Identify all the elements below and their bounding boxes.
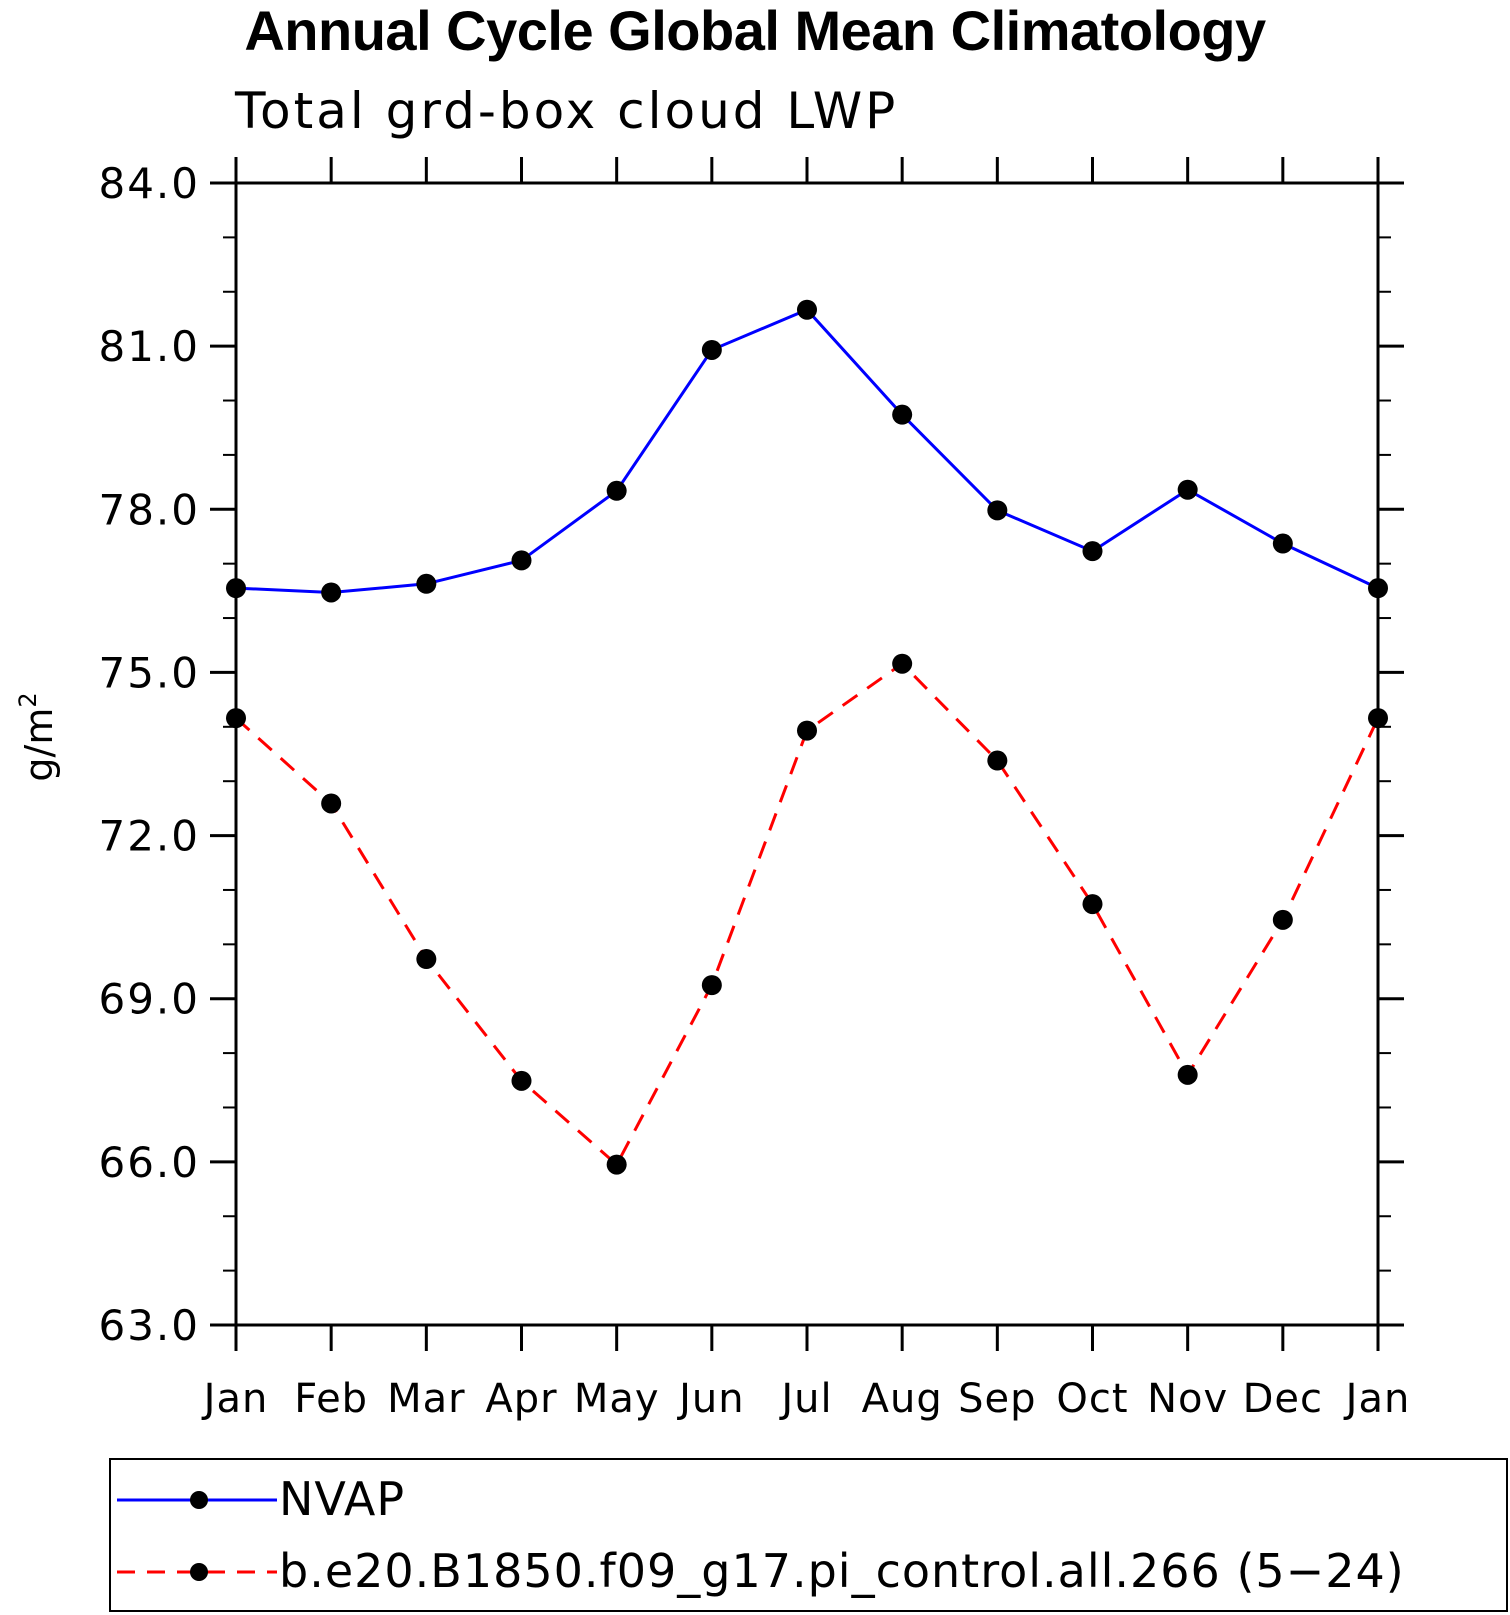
series-0-point <box>226 578 246 599</box>
legend-label-model: b.e20.B1850.f09_g17.pi_control.all.266 (… <box>279 1544 1405 1598</box>
series-1-point <box>606 1154 627 1175</box>
series-1-point <box>1082 894 1103 915</box>
series-0-point <box>1082 541 1103 562</box>
series-0-point <box>1368 578 1388 599</box>
y-tick-label: 81.0 <box>98 322 200 371</box>
x-tick-label: Sep <box>958 1376 1036 1422</box>
line-chart: 63.0 66.0 69.0 72.0 75.0 78.0 81.0 84.0 Jan Feb M… <box>14 157 1411 1422</box>
series-0-point <box>606 480 627 501</box>
series-1-point <box>701 975 722 996</box>
series-1-point <box>797 720 817 741</box>
series-1-point <box>416 949 437 970</box>
svg-text:g/m2: g/m2 <box>14 692 61 781</box>
series-1-point <box>321 793 342 814</box>
series-0-point <box>701 339 722 360</box>
y-axis-label-text: g/m <box>17 708 61 782</box>
series-0-point <box>321 582 342 603</box>
series-layer <box>226 299 1388 1175</box>
x-tick-label: Dec <box>1243 1376 1323 1422</box>
series-1-point <box>892 653 913 674</box>
series-0-point <box>892 404 913 425</box>
series-1-point <box>511 1070 532 1091</box>
y-tick-labels: 63.0 66.0 69.0 72.0 75.0 78.0 81.0 84.0 <box>98 159 200 1350</box>
series-0-point <box>416 573 437 594</box>
series-1-point <box>987 750 1008 771</box>
axis-ticks <box>210 157 1404 1351</box>
series-0-point <box>797 299 817 320</box>
y-tick-label: 69.0 <box>98 975 200 1024</box>
x-tick-label: Nov <box>1147 1376 1228 1422</box>
y-tick-label: 75.0 <box>98 648 200 697</box>
x-tick-label: Jan <box>201 1376 269 1422</box>
series-line-0 <box>235 307 1379 595</box>
y-tick-label: 78.0 <box>98 485 200 534</box>
series-0-point <box>1272 533 1293 554</box>
x-tick-labels: Jan Feb Mar Apr May Jun Jul Aug Sep Oct Nov Dec Jan <box>201 1376 1411 1422</box>
x-tick-label: Feb <box>294 1376 368 1422</box>
x-tick-label: Jun <box>676 1376 745 1422</box>
series-1-point <box>1177 1064 1198 1085</box>
legend-swatch-model <box>117 1563 277 1581</box>
y-tick-label: 84.0 <box>98 159 200 208</box>
y-tick-label: 72.0 <box>98 812 200 861</box>
series-0-point <box>511 550 532 571</box>
x-tick-label: May <box>574 1376 660 1422</box>
chart-title: Annual Cycle Global Mean Climatology <box>244 0 1266 62</box>
y-tick-label: 63.0 <box>98 1301 200 1350</box>
x-tick-label: Mar <box>387 1376 465 1422</box>
y-tick-label: 66.0 <box>98 1138 200 1187</box>
x-tick-label: Jul <box>778 1376 832 1422</box>
series-0-point <box>987 500 1008 521</box>
x-tick-label: Jan <box>1343 1376 1411 1422</box>
series-1-point <box>1272 909 1293 930</box>
x-tick-label: Aug <box>862 1376 943 1422</box>
chart-subtitle: Total grd-box cloud LWP <box>235 82 899 140</box>
x-tick-label: Apr <box>485 1376 557 1422</box>
legend: NVAP b.e20.B1850.f09_g17.pi_control.all.… <box>109 1458 1508 1612</box>
series-1-point <box>226 708 246 729</box>
x-tick-label: Oct <box>1056 1376 1128 1422</box>
y-axis-label-superscript: 2 <box>14 692 42 707</box>
plot-frame <box>234 181 1380 1327</box>
legend-label-nvap: NVAP <box>279 1472 406 1526</box>
legend-swatch-nvap <box>117 1491 277 1509</box>
y-axis-label: g/m2 <box>14 692 61 781</box>
series-0-point <box>1177 479 1198 500</box>
series-1-point <box>1368 708 1388 729</box>
